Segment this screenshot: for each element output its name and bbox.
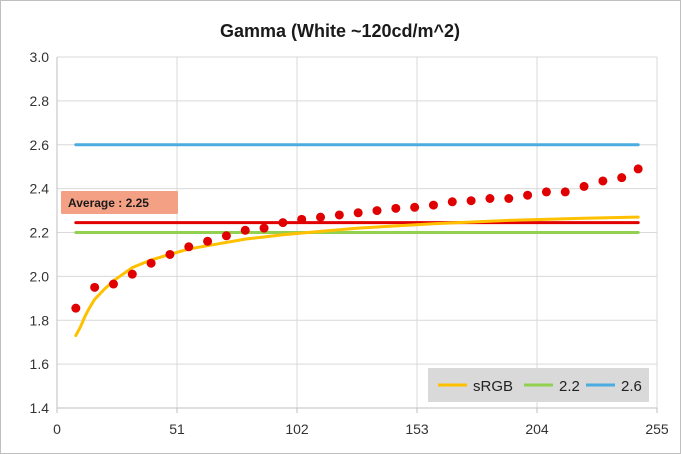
measured-point: [259, 223, 269, 233]
y-tick-label: 2.6: [30, 137, 50, 153]
measured-point: [372, 206, 382, 216]
x-tick-label: 204: [525, 421, 549, 437]
measured-point: [598, 176, 608, 186]
measured-point: [504, 193, 514, 203]
measured-point: [633, 164, 643, 174]
measured-point: [240, 225, 250, 235]
measured-point: [523, 190, 533, 200]
axis-layer: 1.4 1.6 1.8 2.0 2.2 2.4 2.6 2.8 3.0 0 51 102 153 204 2…: [30, 49, 669, 437]
measured-point: [184, 242, 194, 252]
chart-title: Gamma (White ~120cd/m^2): [220, 21, 460, 41]
y-tick-label: 1.8: [30, 312, 50, 328]
measured-point: [146, 258, 156, 268]
x-tick-label: 255: [645, 421, 669, 437]
measured-point: [391, 203, 401, 213]
legend-label-2-6: 2.6: [621, 378, 642, 395]
measured-point: [221, 231, 231, 241]
y-tick-label: 2.8: [30, 93, 50, 109]
measured-point: [466, 196, 476, 206]
measured-point: [428, 200, 438, 210]
x-tick-label: 153: [405, 421, 429, 437]
measured-point: [541, 187, 551, 197]
measured-point: [203, 236, 213, 246]
measured-point: [316, 212, 326, 222]
y-tick-label: 3.0: [30, 49, 50, 65]
average-label: Average : 2.25: [68, 196, 149, 210]
y-tick-label: 1.4: [30, 400, 50, 416]
measured-point: [353, 208, 363, 218]
measured-point: [278, 218, 288, 228]
measured-point: [447, 197, 457, 207]
y-tick-label: 2.2: [30, 225, 50, 241]
legend-label-srgb: sRGB: [473, 378, 513, 395]
annotation-layer: Average : 2.25: [61, 191, 178, 214]
x-tick-label: 51: [169, 421, 185, 437]
measured-point: [334, 210, 344, 220]
measured-point: [165, 249, 175, 259]
y-tick-label: 1.6: [30, 356, 50, 372]
legend-label-2-2: 2.2: [559, 378, 580, 395]
y-tick-label: 2.4: [30, 181, 50, 197]
measured-point: [485, 193, 495, 203]
measured-point: [297, 214, 307, 224]
y-tick-label: 2.0: [30, 268, 50, 284]
measured-point: [410, 202, 420, 212]
x-tick-label: 0: [53, 421, 61, 437]
measured-point: [90, 282, 100, 292]
measured-point: [560, 187, 570, 197]
measured-point: [579, 181, 589, 191]
x-tick-label: 102: [285, 421, 309, 437]
measured-point: [108, 279, 118, 289]
legend: sRGB 2.2 2.6: [428, 368, 649, 402]
series-layer: [71, 143, 643, 338]
average-label-box: [61, 191, 178, 214]
measured-point: [71, 303, 81, 313]
measured-point: [617, 173, 627, 183]
measured-point: [127, 269, 137, 279]
